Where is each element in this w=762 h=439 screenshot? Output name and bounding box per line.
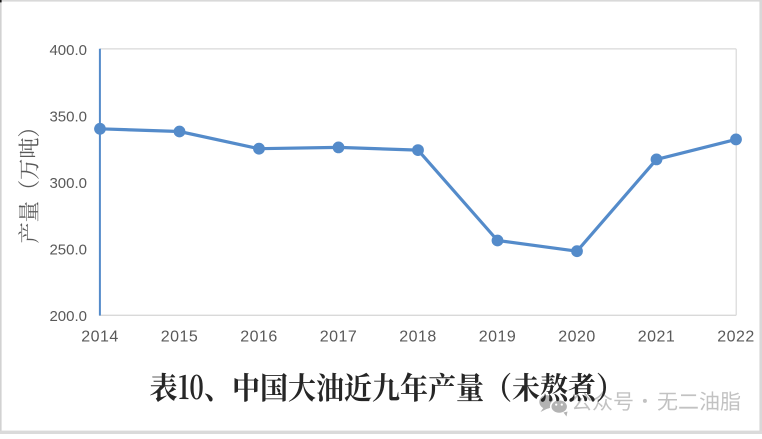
svg-text:200.0: 200.0 [49,308,87,325]
svg-text:2020: 2020 [558,329,596,346]
svg-text:2019: 2019 [479,329,517,346]
svg-text:350.0: 350.0 [49,109,87,126]
svg-text:2015: 2015 [161,329,199,346]
svg-text:2014: 2014 [81,329,119,346]
svg-text:2016: 2016 [240,329,278,346]
svg-text:300.0: 300.0 [49,175,87,192]
svg-text:2022: 2022 [717,329,755,346]
svg-text:250.0: 250.0 [49,242,87,259]
svg-text:400.0: 400.0 [49,42,87,59]
svg-text:2018: 2018 [399,329,437,346]
svg-text:2021: 2021 [638,329,676,346]
svg-text:2017: 2017 [320,329,358,346]
